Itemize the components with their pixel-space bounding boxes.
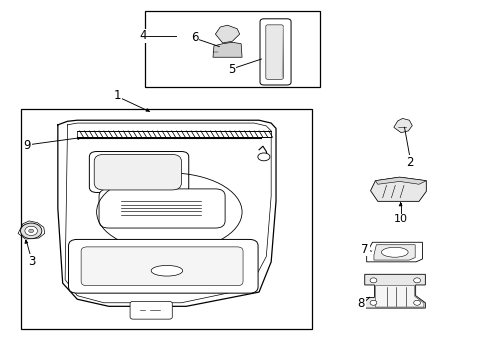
Circle shape (413, 300, 420, 305)
Polygon shape (375, 286, 423, 307)
Polygon shape (364, 274, 425, 308)
FancyBboxPatch shape (130, 301, 172, 319)
Polygon shape (393, 118, 411, 133)
FancyBboxPatch shape (68, 239, 258, 293)
FancyBboxPatch shape (94, 154, 181, 190)
Circle shape (369, 300, 376, 305)
Text: 2: 2 (406, 156, 413, 169)
Circle shape (29, 229, 34, 233)
FancyBboxPatch shape (89, 152, 188, 193)
FancyBboxPatch shape (260, 19, 290, 85)
Text: 1: 1 (114, 89, 121, 102)
Circle shape (369, 278, 376, 283)
Ellipse shape (257, 153, 269, 161)
Polygon shape (215, 25, 239, 43)
Circle shape (25, 226, 38, 235)
Ellipse shape (381, 247, 407, 257)
FancyBboxPatch shape (99, 189, 224, 228)
FancyBboxPatch shape (265, 25, 283, 79)
Polygon shape (375, 177, 426, 184)
Bar (145, 11, 319, 87)
Polygon shape (370, 177, 426, 201)
Polygon shape (213, 42, 242, 57)
Text: 4: 4 (139, 30, 146, 42)
Text: 7: 7 (361, 243, 368, 256)
Text: 8: 8 (357, 297, 364, 310)
Text: 5: 5 (228, 63, 235, 76)
Bar (21, 109, 312, 329)
Polygon shape (373, 245, 414, 260)
Text: 6: 6 (190, 31, 198, 44)
Circle shape (413, 278, 420, 283)
Circle shape (20, 223, 42, 239)
Text: 3: 3 (28, 255, 36, 267)
Text: 9: 9 (23, 139, 31, 152)
Text: 10: 10 (393, 214, 407, 224)
Ellipse shape (151, 265, 183, 276)
FancyBboxPatch shape (81, 247, 243, 286)
Polygon shape (366, 242, 422, 262)
Polygon shape (77, 131, 271, 137)
